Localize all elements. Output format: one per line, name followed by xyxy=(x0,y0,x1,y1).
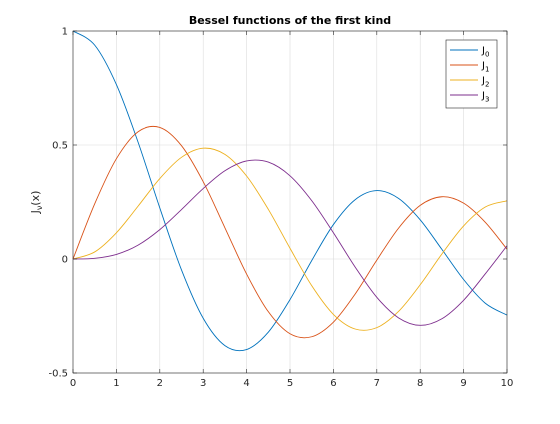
legend-label-j0: J0 xyxy=(481,46,489,59)
y-axis-label-suffix: (x) xyxy=(29,191,42,206)
legend-label-subscript: 2 xyxy=(485,81,489,89)
legend-label-base: J xyxy=(481,91,485,102)
legend-label-base: J xyxy=(481,76,485,87)
x-tick-label: 3 xyxy=(200,378,206,389)
ticks xyxy=(72,30,508,374)
legend-label-base: J xyxy=(481,46,485,57)
x-tick-label: 1 xyxy=(113,378,119,389)
x-tick-label: 0 xyxy=(70,378,76,389)
x-tick-label: 7 xyxy=(374,378,380,389)
legend-label-subscript: 3 xyxy=(485,96,489,104)
legend-box xyxy=(445,39,498,109)
chart-title: Bessel functions of the first kind xyxy=(189,14,391,27)
legend-label-j1: J1 xyxy=(481,61,489,74)
legend-label-subscript: 0 xyxy=(485,51,489,59)
series-lines xyxy=(72,30,508,352)
legend-label-j3: J3 xyxy=(481,91,489,104)
tick-labels: 0 1 2 3 4 5 6 7 8 9 10-0.500.51 xyxy=(48,27,513,390)
x-tick-label: 2 xyxy=(157,378,163,389)
series-line-j3 xyxy=(72,159,508,326)
series-line-j1 xyxy=(72,125,508,339)
series-line-j2 xyxy=(72,147,508,331)
legend-label-base: J xyxy=(481,61,485,72)
y-tick-label: 1 xyxy=(62,27,68,38)
x-tick-label: 4 xyxy=(243,378,249,389)
x-tick-label: 6 xyxy=(330,378,336,389)
y-axis-label: Jν(x) xyxy=(29,191,44,215)
y-tick-label: 0 xyxy=(62,255,68,266)
x-tick-label: 5 xyxy=(287,378,293,389)
series-line-j0 xyxy=(72,30,508,352)
y-axis-label-subscript: ν xyxy=(35,205,44,210)
legend-label-subscript: 1 xyxy=(485,66,489,74)
x-tick-label: 9 xyxy=(460,378,466,389)
legend-label-j2: J2 xyxy=(481,76,489,89)
y-tick-label: -0.5 xyxy=(48,369,68,380)
y-axis-label-base: J xyxy=(29,210,42,214)
x-tick-label: 8 xyxy=(417,378,423,389)
y-tick-label: 0.5 xyxy=(52,141,68,152)
x-tick-label: 10 xyxy=(501,378,514,389)
